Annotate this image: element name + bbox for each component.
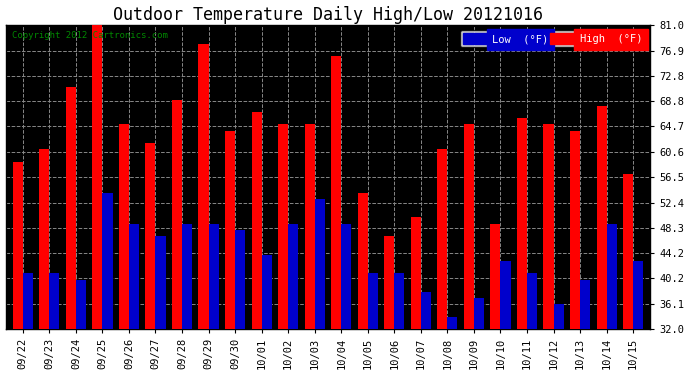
Bar <box>12 162 23 375</box>
Bar <box>570 130 580 375</box>
Bar <box>199 44 208 375</box>
Bar <box>262 255 272 375</box>
Bar <box>544 124 553 375</box>
Bar <box>464 124 474 375</box>
Bar <box>119 124 129 375</box>
Bar <box>357 193 368 375</box>
Bar <box>23 273 33 375</box>
Bar <box>252 112 262 375</box>
Bar <box>66 87 76 375</box>
Legend: Low  (°F), High  (°F): Low (°F), High (°F) <box>460 30 645 47</box>
Bar <box>474 298 484 375</box>
Bar <box>447 317 457 375</box>
Bar <box>491 224 500 375</box>
Bar <box>235 230 245 375</box>
Bar <box>39 149 50 375</box>
Bar <box>50 273 59 375</box>
Bar <box>182 224 192 375</box>
Bar <box>331 56 342 375</box>
Bar <box>129 224 139 375</box>
Bar <box>384 236 394 375</box>
Bar <box>437 149 447 375</box>
Bar <box>76 279 86 375</box>
Bar <box>623 174 633 375</box>
Bar <box>421 292 431 375</box>
Bar <box>315 199 325 375</box>
Bar <box>633 261 643 375</box>
Bar <box>394 273 404 375</box>
Title: Outdoor Temperature Daily High/Low 20121016: Outdoor Temperature Daily High/Low 20121… <box>113 6 543 24</box>
Bar <box>368 273 378 375</box>
Bar <box>146 143 155 375</box>
Bar <box>527 273 537 375</box>
Bar <box>102 193 112 375</box>
Bar <box>225 130 235 375</box>
Bar <box>172 100 182 375</box>
Bar <box>500 261 511 375</box>
Bar <box>597 106 607 375</box>
Bar <box>411 217 421 375</box>
Bar <box>517 118 527 375</box>
Bar <box>92 19 102 375</box>
Text: Copyright 2012 Cartronics.com: Copyright 2012 Cartronics.com <box>12 31 168 40</box>
Bar <box>304 124 315 375</box>
Bar <box>288 224 298 375</box>
Bar <box>607 224 617 375</box>
Bar <box>278 124 288 375</box>
Bar <box>155 236 166 375</box>
Bar <box>553 304 564 375</box>
Bar <box>580 279 590 375</box>
Bar <box>342 224 351 375</box>
Bar <box>208 224 219 375</box>
